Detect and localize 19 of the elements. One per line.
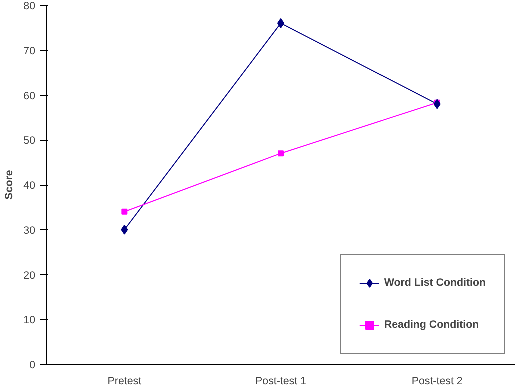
y-tick-label: 80 — [24, 0, 36, 12]
y-tick-label: 70 — [24, 45, 36, 58]
y-tick-label: 20 — [24, 270, 36, 282]
legend-label: Word List Condition — [384, 277, 486, 289]
legend-label: Reading Condition — [384, 319, 480, 331]
point — [121, 224, 128, 235]
x-tick-label: Post-test 1 — [256, 376, 307, 388]
y-tick-label: 50 — [24, 135, 36, 148]
y-tick-label: 40 — [24, 180, 36, 192]
y-axis-title: Score — [4, 170, 16, 200]
point — [434, 99, 441, 110]
y-tick-label: 30 — [24, 224, 36, 237]
x-tick-label: Post-test 2 — [412, 376, 463, 388]
y-tick-label: 0 — [30, 360, 36, 372]
point — [278, 150, 284, 157]
y-tick-label: 60 — [24, 90, 36, 102]
x-tick-label: Pretest — [108, 376, 142, 388]
y-tick-label: 10 — [24, 314, 36, 327]
point — [122, 208, 128, 215]
